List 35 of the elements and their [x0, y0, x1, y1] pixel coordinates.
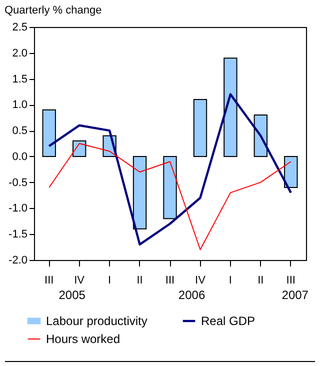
y-tick-label: -1.5	[8, 228, 28, 241]
y-tick-label: 0.0	[12, 150, 28, 163]
legend-label: Real GDP	[201, 314, 256, 328]
x-tick-label: III	[286, 274, 296, 286]
y-tick-label: 2.5	[12, 22, 28, 34]
y-tick-label: 1.5	[12, 73, 28, 86]
y-tick-label: 2.0	[12, 47, 28, 60]
x-tick-label: III	[44, 274, 54, 286]
bar	[132, 156, 147, 230]
legend-label: Labour productivity	[46, 314, 148, 328]
x-tick-label: II	[258, 274, 264, 286]
legend-label: Hours worked	[46, 332, 120, 346]
bar	[163, 156, 177, 220]
line-series	[48, 93, 292, 246]
bar	[284, 156, 298, 188]
bar	[72, 140, 86, 157]
y-axis-title: Quarterly % change	[4, 4, 102, 16]
bar	[193, 98, 208, 157]
x-tick-label: I	[228, 274, 232, 286]
y-tick-label: 1.0	[12, 99, 28, 112]
bar	[42, 109, 56, 157]
bar	[224, 58, 238, 157]
text: 2007	[282, 288, 309, 302]
line-series	[48, 143, 292, 250]
x-tick-label: I	[108, 274, 112, 286]
x-tick-label: IV	[74, 274, 86, 286]
y-tick-label: -1.0	[8, 202, 28, 215]
y-tick-label: 0.5	[12, 125, 28, 138]
x-tick-label: IV	[195, 274, 206, 286]
x-tick-label: III	[165, 274, 175, 286]
y-tick-label: -0.5	[8, 176, 28, 189]
x-tick-label: II	[136, 274, 143, 286]
text: 2005	[58, 288, 86, 302]
text: 2006	[178, 288, 206, 302]
y-tick-label: -2.0	[8, 254, 28, 266]
